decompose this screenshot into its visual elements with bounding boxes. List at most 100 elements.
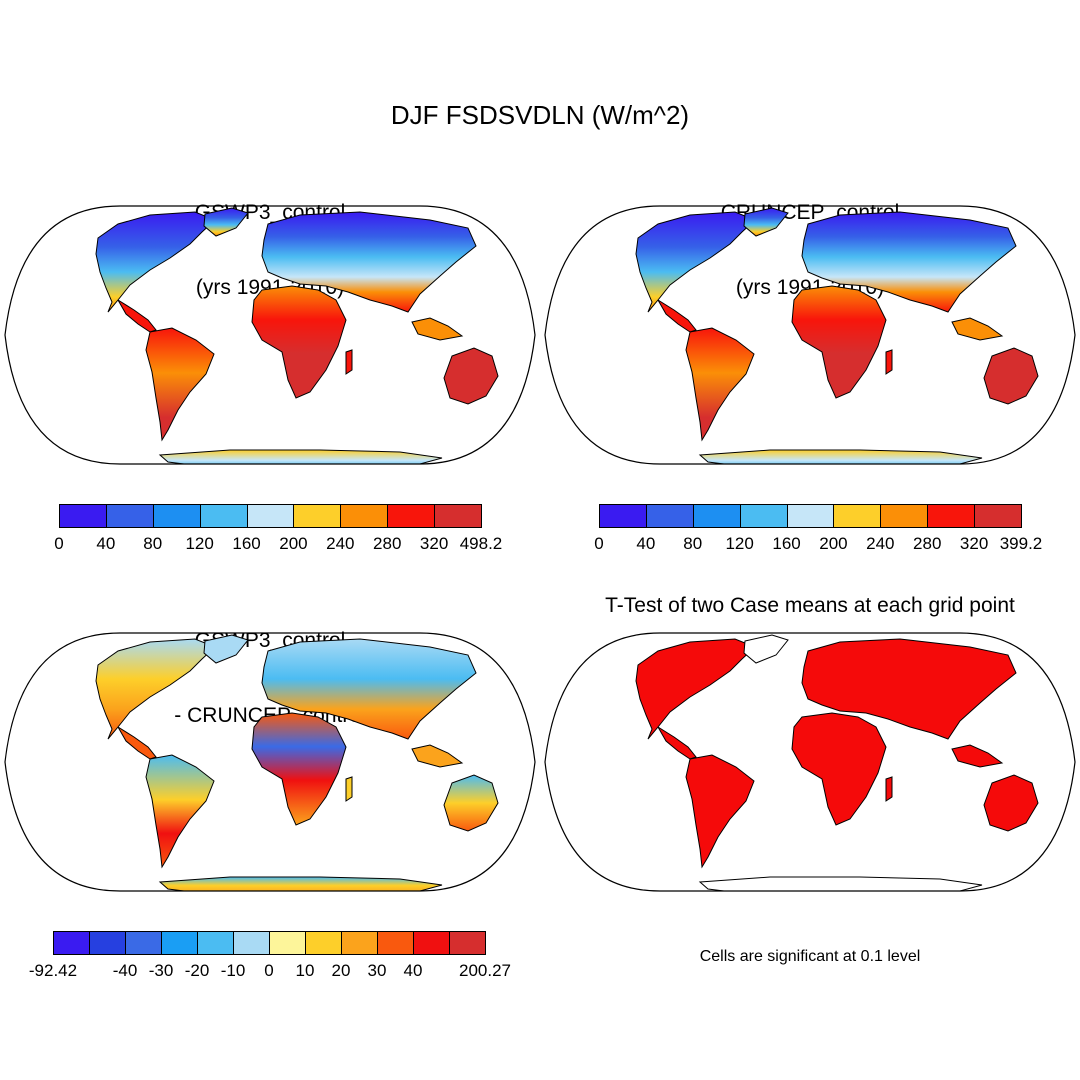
continent-antarctica bbox=[698, 449, 983, 464]
colorbar-tick-label: 120 bbox=[185, 534, 214, 553]
colorbar-tick-label: 399.2 bbox=[999, 534, 1043, 553]
colorbar-swatch bbox=[377, 931, 414, 955]
colorbar-tick-label: -40 bbox=[112, 961, 138, 980]
colorbar-swatch bbox=[786, 504, 835, 528]
colorbar-tick-label: 280 bbox=[913, 534, 942, 553]
colorbar-tick-label: 0 bbox=[54, 534, 64, 553]
colorbar-swatch bbox=[89, 931, 126, 955]
colorbar-tick-label: -20 bbox=[184, 961, 210, 980]
colorbar-swatch bbox=[59, 504, 107, 528]
colorbar-swatch bbox=[434, 504, 482, 528]
continent-indonesia bbox=[951, 744, 1004, 768]
colorbar-tick-label: -10 bbox=[220, 961, 246, 980]
continent-north-america bbox=[635, 211, 756, 313]
globe-outline bbox=[544, 632, 1076, 892]
continent-indonesia bbox=[411, 744, 464, 768]
continent-north-america bbox=[95, 211, 216, 313]
continent-eurasia bbox=[801, 211, 1017, 313]
continent-eurasia bbox=[801, 638, 1017, 740]
colorbar-tick-label: 280 bbox=[373, 534, 402, 553]
colorbar-tick-label: 40 bbox=[636, 534, 656, 553]
colorbar-tick-label: 20 bbox=[331, 961, 351, 980]
colorbar-tick-label: 160 bbox=[772, 534, 801, 553]
colorbar-swatch bbox=[340, 504, 389, 528]
continent-south-america bbox=[685, 327, 755, 442]
colorbar-tick-label: 498.2 bbox=[459, 534, 503, 553]
continent-australia bbox=[983, 347, 1039, 405]
colorbar-tick-label: 80 bbox=[143, 534, 163, 553]
colorbar-swatch bbox=[293, 504, 342, 528]
colorbar-swatch bbox=[199, 504, 248, 528]
continent-central-america bbox=[657, 726, 697, 760]
map-gswp3 bbox=[4, 205, 536, 465]
continent-africa bbox=[791, 285, 887, 399]
map-cruncep bbox=[544, 205, 1076, 465]
colorbar-swatch bbox=[246, 504, 295, 528]
colorbar-tick-label: 40 bbox=[403, 961, 423, 980]
colorbar-swatch bbox=[161, 931, 198, 955]
colorbar-swatch bbox=[645, 504, 694, 528]
colorbar-swatch bbox=[387, 504, 436, 528]
map-ttest bbox=[544, 632, 1076, 892]
colorbar-swatch bbox=[269, 931, 306, 955]
continent-africa bbox=[251, 712, 347, 826]
colorbar-tick-label: 10 bbox=[295, 961, 315, 980]
colorbar-tick-label: 30 bbox=[367, 961, 387, 980]
continent-africa bbox=[791, 712, 887, 826]
continent-australia bbox=[983, 774, 1039, 832]
colorbar-tick-label: 200.27 bbox=[459, 961, 511, 980]
colorbar-swatch bbox=[739, 504, 788, 528]
continent-north-america bbox=[95, 638, 216, 740]
map-difference bbox=[4, 632, 536, 892]
colorbar-swatch bbox=[833, 504, 882, 528]
colorbar-tick-label: 240 bbox=[866, 534, 895, 553]
colorbar-tick-label: 200 bbox=[279, 534, 308, 553]
continent-indonesia bbox=[951, 317, 1004, 341]
colorbar-swatch bbox=[927, 504, 976, 528]
colorbar-tick-label: 80 bbox=[683, 534, 703, 553]
colorbar-swatch bbox=[197, 931, 234, 955]
continent-madagascar bbox=[885, 776, 893, 802]
continent-antarctica bbox=[698, 876, 983, 891]
continent-central-america bbox=[657, 299, 697, 333]
globe-outline bbox=[4, 205, 536, 465]
significance-note: Cells are significant at 0.1 level bbox=[699, 948, 921, 965]
continent-australia bbox=[443, 774, 499, 832]
continent-greenland bbox=[743, 207, 789, 237]
colorbar-swatch bbox=[974, 504, 1022, 528]
colorbar-swatch bbox=[341, 931, 378, 955]
continent-africa bbox=[251, 285, 347, 399]
colorbar-tick-label: -30 bbox=[148, 961, 174, 980]
colorbar-swatch bbox=[449, 931, 486, 955]
figure-title: DJF FSDSVDLN (W/m^2) bbox=[390, 100, 690, 130]
colorbar-gswp3: 0 40 80 120 160 200 240 280 320 498.2 bbox=[54, 504, 502, 553]
colorbar-tick-label: 320 bbox=[419, 534, 449, 553]
colorbar-tick-label: 160 bbox=[232, 534, 261, 553]
colorbar-swatch bbox=[305, 931, 342, 955]
continent-madagascar bbox=[345, 776, 353, 802]
globe-outline bbox=[544, 205, 1076, 465]
continent-indonesia bbox=[411, 317, 464, 341]
colorbar-swatch bbox=[125, 931, 162, 955]
colorbar-swatch bbox=[53, 931, 90, 955]
continent-madagascar bbox=[345, 349, 353, 375]
continent-greenland bbox=[203, 634, 249, 664]
continent-eurasia bbox=[261, 211, 477, 313]
continent-madagascar bbox=[885, 349, 893, 375]
continent-north-america bbox=[635, 638, 756, 740]
colorbar-tick-label: 0 bbox=[594, 534, 604, 553]
continent-antarctica bbox=[158, 876, 443, 891]
continent-south-america bbox=[685, 754, 755, 869]
continent-central-america bbox=[117, 726, 157, 760]
colorbar-swatch bbox=[233, 931, 270, 955]
colorbar-tick-label: -92.42 bbox=[28, 961, 78, 980]
continent-australia bbox=[443, 347, 499, 405]
colorbar-swatch bbox=[413, 931, 450, 955]
continent-south-america bbox=[145, 754, 215, 869]
colorbar-swatch bbox=[692, 504, 741, 528]
continent-greenland bbox=[743, 634, 789, 664]
colorbar-tick-label: 120 bbox=[725, 534, 754, 553]
colorbar-tick-label: 40 bbox=[96, 534, 116, 553]
continent-antarctica bbox=[158, 449, 443, 464]
continent-south-america bbox=[145, 327, 215, 442]
